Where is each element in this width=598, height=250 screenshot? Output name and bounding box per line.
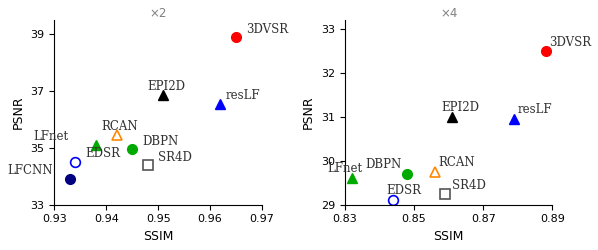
Text: EDSR: EDSR	[86, 147, 120, 160]
Text: LFnet: LFnet	[328, 162, 362, 175]
Text: DBPN: DBPN	[142, 135, 179, 148]
Text: SR4D: SR4D	[452, 178, 486, 192]
Text: EPI2D: EPI2D	[148, 80, 186, 93]
Text: RCAN: RCAN	[438, 156, 475, 169]
Text: LFCNN: LFCNN	[8, 164, 53, 177]
Title: ×4: ×4	[440, 7, 457, 20]
Y-axis label: PSNR: PSNR	[302, 96, 315, 129]
Y-axis label: PSNR: PSNR	[12, 96, 25, 129]
Title: ×2: ×2	[150, 7, 167, 20]
X-axis label: SSIM: SSIM	[143, 230, 173, 243]
X-axis label: SSIM: SSIM	[434, 230, 464, 243]
Text: DBPN: DBPN	[365, 158, 402, 171]
Text: 3DVSR: 3DVSR	[246, 22, 289, 36]
Text: 3DVSR: 3DVSR	[549, 36, 591, 49]
Text: RCAN: RCAN	[101, 120, 138, 133]
Text: EPI2D: EPI2D	[442, 101, 480, 114]
Text: resLF: resLF	[225, 88, 260, 102]
Text: LFnet: LFnet	[33, 130, 69, 143]
Text: EDSR: EDSR	[386, 184, 422, 197]
Text: resLF: resLF	[518, 103, 553, 116]
Text: SR4D: SR4D	[158, 150, 192, 164]
